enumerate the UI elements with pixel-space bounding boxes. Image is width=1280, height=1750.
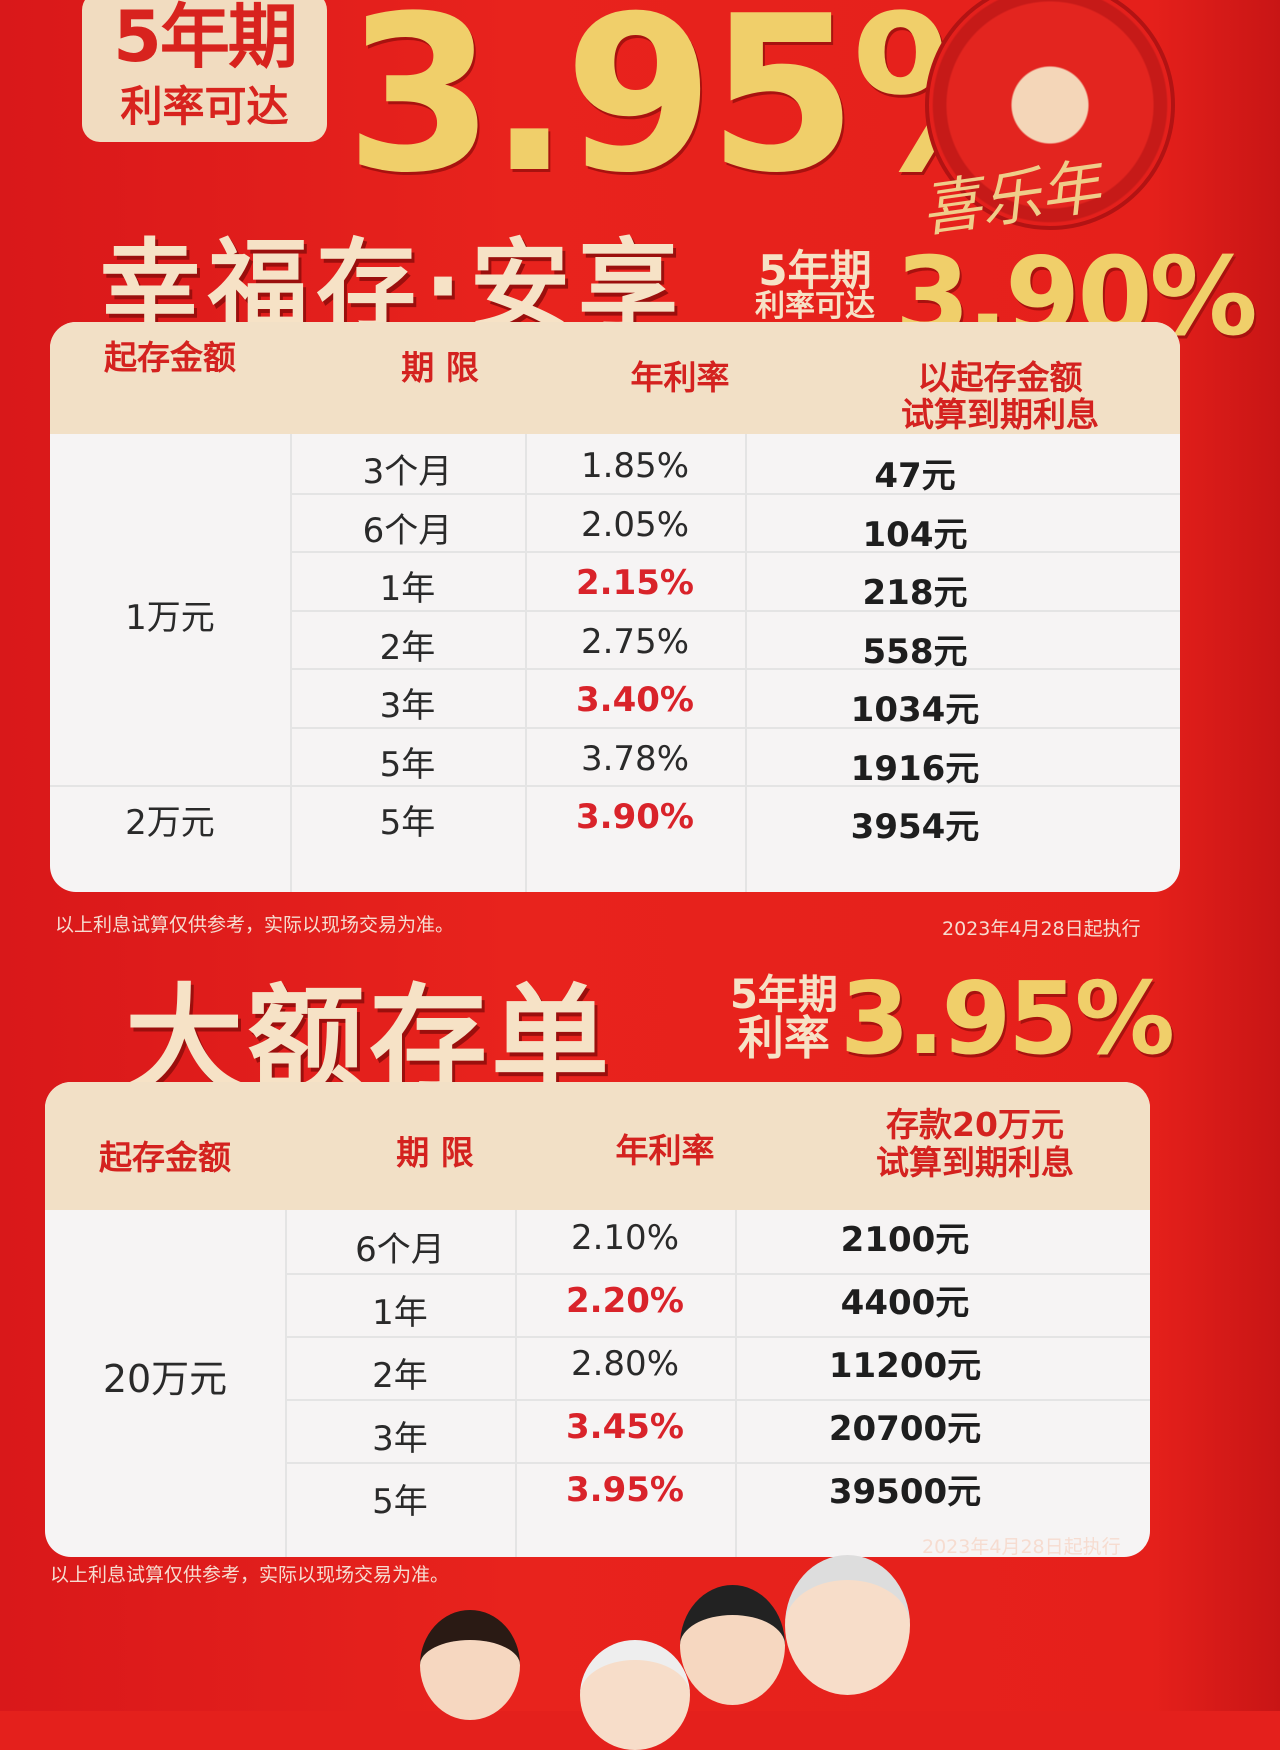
interest-cell: 39500元 xyxy=(828,1472,982,1512)
rate-cell: 3.95% xyxy=(566,1470,684,1510)
rate-cell: 3.90% xyxy=(576,797,694,837)
row-divider xyxy=(285,1462,1150,1464)
term-cell: 5年 xyxy=(379,803,436,843)
badge-line2: 利率可达 xyxy=(120,82,289,131)
row-divider xyxy=(290,726,1180,729)
interest-cell: 20700元 xyxy=(828,1409,982,1449)
rate-cell: 3.78% xyxy=(580,738,689,779)
term-cell: 5年 xyxy=(379,744,436,785)
amount-cell: 20万元 xyxy=(102,1357,228,1401)
header-interest-1: 以起存金额 xyxy=(917,358,1083,397)
header-interest-1: 存款20万元 xyxy=(886,1105,1064,1144)
rate-cell: 2.80% xyxy=(570,1344,679,1384)
rate-cell: 2.75% xyxy=(580,621,689,662)
table-header: 起存金额 期 限 年利率 以起存金额 试算到期利息 xyxy=(50,322,1180,434)
header-amount: 起存金额 xyxy=(99,1138,231,1177)
row-divider xyxy=(290,668,1180,670)
interest-cell: 11200元 xyxy=(828,1346,982,1386)
term-cell: 6个月 xyxy=(355,1230,445,1270)
header-interest-2: 试算到期利息 xyxy=(901,395,1099,434)
child-face-icon xyxy=(420,1610,520,1720)
amount-cell: 2万元 xyxy=(125,803,215,843)
column-divider xyxy=(745,434,747,892)
product1-effective-date: 2023年4月28日起执行 xyxy=(942,918,1141,940)
interest-cell: 558元 xyxy=(862,631,968,672)
header-term: 期 限 xyxy=(396,1133,474,1172)
product1-sub-line1: 5年期 xyxy=(758,246,872,295)
product1-subtitle: 5年期 利率可达 xyxy=(755,250,875,322)
row-divider xyxy=(285,1399,1150,1401)
interest-cell: 1916元 xyxy=(850,748,980,789)
product2-subtitle: 5年期 利率 xyxy=(730,975,838,1061)
product2-sub-line2: 利率 xyxy=(737,1011,830,1065)
row-divider xyxy=(50,785,1180,787)
father-face-icon xyxy=(680,1585,785,1705)
term-cell: 1年 xyxy=(372,1293,428,1333)
grandma-face-icon xyxy=(580,1640,690,1750)
rate-cell: 2.15% xyxy=(576,563,694,603)
header-rate: 年利率 xyxy=(630,358,730,397)
product2-rate: 3.95% xyxy=(840,960,1175,1077)
rate-cell: 2.05% xyxy=(580,504,689,545)
rate-cell: 2.20% xyxy=(566,1281,684,1321)
product1-table: 起存金额 期 限 年利率 以起存金额 试算到期利息 3个月 1.85% 47元 6个月… xyxy=(50,322,1180,892)
product2-note: 以上利息试算仅供参考，实际以现场交易为准。 xyxy=(50,1564,450,1586)
interest-cell: 2100元 xyxy=(840,1220,970,1260)
interest-cell: 1034元 xyxy=(850,690,980,730)
header-amount: 起存金额 xyxy=(104,338,236,377)
product1-note: 以上利息试算仅供参考，实际以现场交易为准。 xyxy=(55,914,455,936)
term-cell: 2年 xyxy=(372,1356,428,1396)
hero-badge: 5年期 利率可达 xyxy=(82,0,327,142)
rate-cell: 2.10% xyxy=(570,1218,679,1258)
term-cell: 3年 xyxy=(379,686,436,726)
row-divider xyxy=(290,551,1180,553)
rate-cell: 1.85% xyxy=(580,446,689,486)
product2-sub-line1: 5年期 xyxy=(730,972,838,1018)
term-cell: 5年 xyxy=(372,1482,428,1522)
row-divider xyxy=(290,609,1180,612)
rate-cell: 3.40% xyxy=(576,680,694,720)
ox-mascot-icon xyxy=(925,0,1175,230)
interest-cell: 3954元 xyxy=(850,807,980,847)
term-cell: 3个月 xyxy=(362,452,453,492)
term-cell: 1年 xyxy=(379,569,436,609)
column-divider xyxy=(285,1210,287,1557)
product2-effective-date: 2023年4月28日起执行 xyxy=(922,1536,1121,1558)
column-divider xyxy=(515,1210,517,1557)
interest-cell: 218元 xyxy=(862,573,968,613)
term-cell: 3年 xyxy=(372,1419,428,1459)
column-divider xyxy=(735,1210,737,1557)
row-divider xyxy=(285,1273,1150,1275)
row-divider xyxy=(285,1336,1150,1338)
term-cell: 2年 xyxy=(379,627,436,668)
term-cell: 6个月 xyxy=(362,510,453,551)
amount-cell: 1万元 xyxy=(125,598,215,639)
header-rate: 年利率 xyxy=(615,1131,715,1170)
rate-cell: 3.45% xyxy=(566,1407,684,1447)
table-header: 起存金额 期 限 年利率 存款20万元 试算到期利息 xyxy=(45,1082,1150,1210)
header-interest-2: 试算到期利息 xyxy=(876,1143,1074,1182)
grandpa-face-icon xyxy=(785,1555,910,1695)
row-divider xyxy=(290,492,1180,495)
interest-cell: 104元 xyxy=(862,514,968,555)
interest-cell: 47元 xyxy=(874,456,956,496)
product2-table: 起存金额 期 限 年利率 存款20万元 试算到期利息 6个月 2.10% 2100元… xyxy=(45,1082,1150,1557)
badge-line1: 5年期 xyxy=(113,0,298,78)
product1-sub-line2: 利率可达 xyxy=(755,289,875,324)
interest-cell: 4400元 xyxy=(840,1283,970,1323)
header-term: 期 限 xyxy=(401,348,479,387)
column-divider xyxy=(290,434,292,892)
column-divider xyxy=(525,434,527,892)
